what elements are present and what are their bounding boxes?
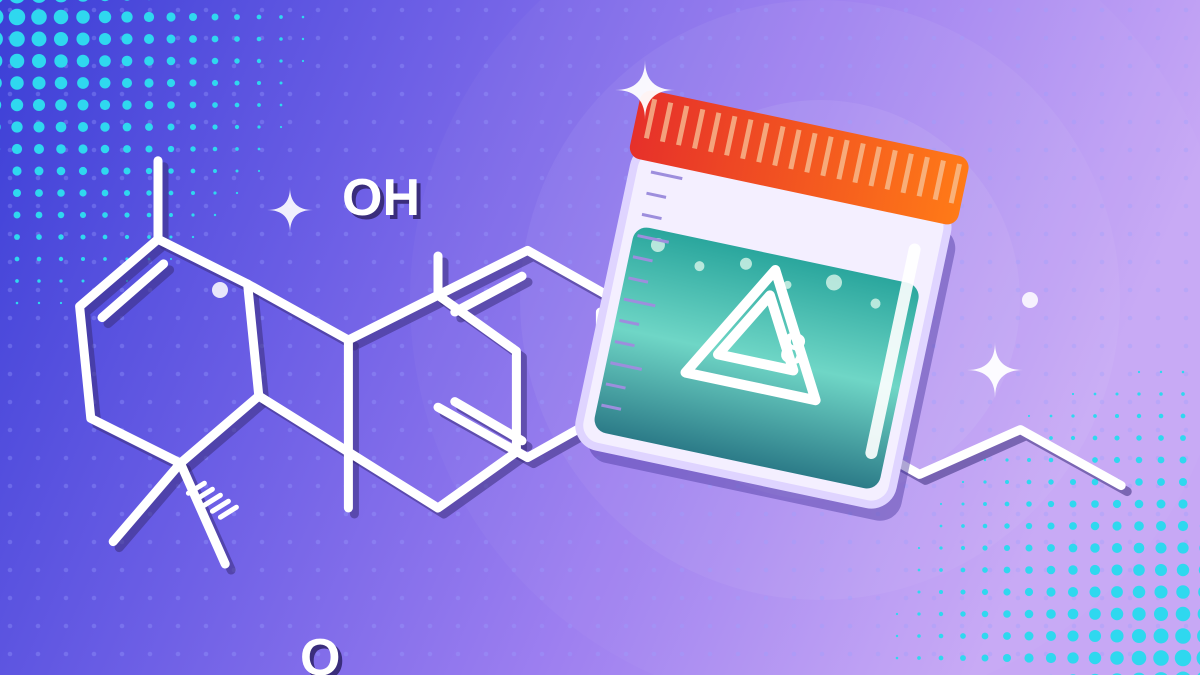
sparkle-layer [0, 0, 1200, 675]
infographic-canvas: OH O 8 [0, 0, 1200, 675]
